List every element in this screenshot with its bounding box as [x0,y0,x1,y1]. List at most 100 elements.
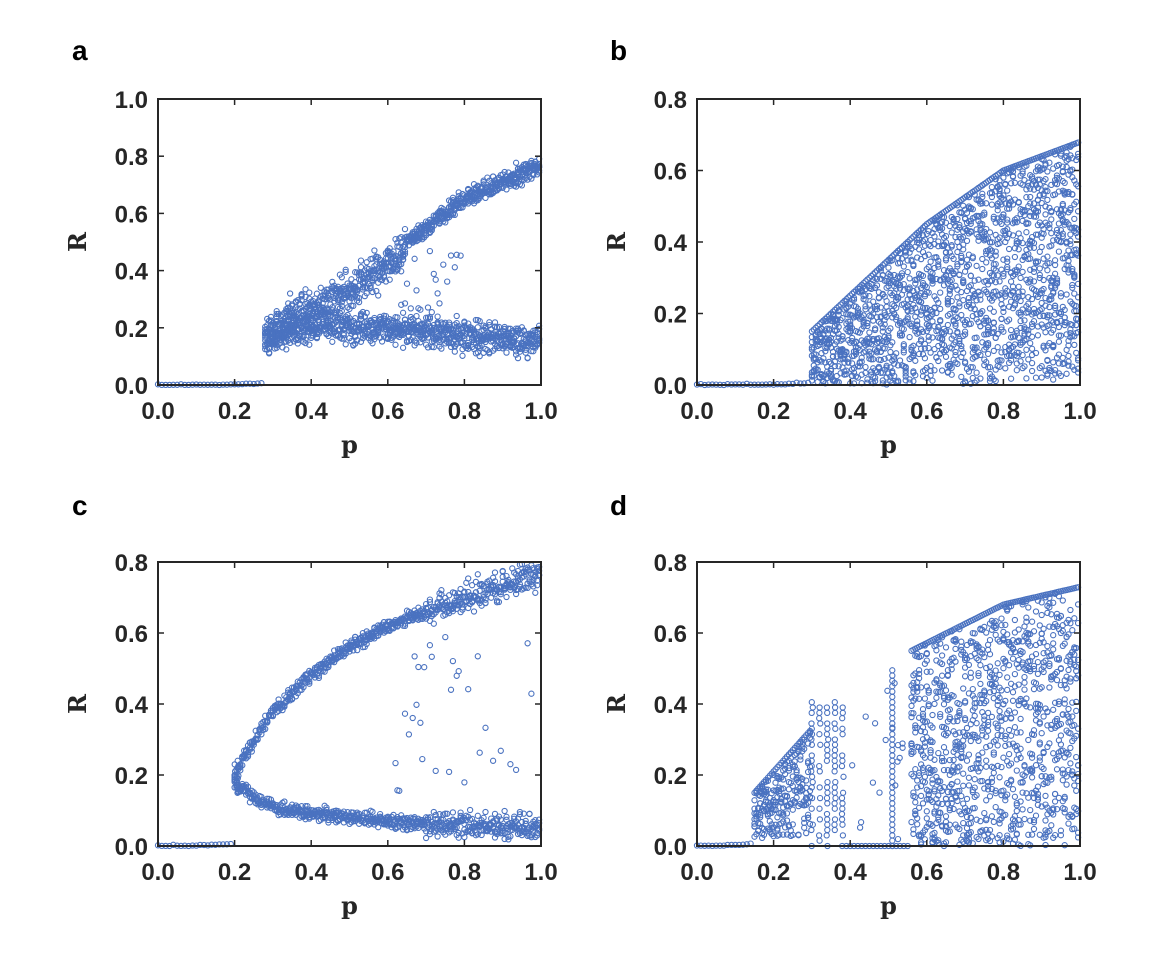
data-point [885,264,892,271]
y-tick-label: 0.4 [115,259,149,286]
data-point [497,747,504,754]
data-point [306,341,313,348]
data-point [392,255,399,262]
data-point [466,806,474,814]
data-point [413,312,420,320]
data-point [338,274,345,281]
data-point [434,833,441,840]
data-point [958,288,965,296]
data-point [973,262,980,270]
x-axis-label: p [341,430,358,459]
panel-letter: b [610,35,627,66]
data-point [417,719,424,726]
data-point [283,346,290,353]
y-tick-label: 0.6 [654,159,687,186]
data-point [1044,267,1051,274]
data-point [265,349,273,356]
data-point [428,653,435,660]
data-point [994,344,1001,351]
data-point [386,245,393,252]
scatter-points [154,560,543,850]
data-point [254,380,261,387]
data-point [465,686,472,693]
data-point [428,309,435,316]
data-point [342,341,349,348]
data-point [1023,229,1030,236]
data-point [421,335,428,342]
data-point [369,288,376,296]
data-point [354,337,361,344]
data-point [411,653,418,660]
data-point [944,321,952,329]
data-point [413,287,420,294]
data-point [445,768,453,776]
data-point [1057,290,1065,297]
data-point [373,256,380,263]
data-point [1023,375,1030,382]
data-point [331,298,338,305]
x-tick-label: 0.8 [448,398,481,425]
data-point [1063,291,1070,298]
data-point [912,357,919,364]
data-point [401,710,409,717]
data-point [340,330,347,337]
data-point [937,289,944,296]
data-point [1028,333,1036,340]
data-point [407,313,414,321]
data-point [482,599,489,607]
data-point [398,234,405,241]
data-point [447,686,455,693]
data-point [990,308,997,315]
data-point [432,276,439,283]
data-point [302,336,309,343]
data-point [960,297,967,304]
data-point [1044,168,1051,175]
data-point [384,255,391,262]
data-point [948,229,955,236]
data-point [491,569,499,576]
data-point [317,284,324,291]
data-point [958,311,965,319]
y-axis: 0.00.20.40.60.81.0 [115,87,541,400]
panel-letter: a [72,35,88,66]
x-tick-label: 0.4 [295,398,329,425]
data-point [424,334,432,341]
data-point [273,344,280,351]
data-point [979,190,986,197]
data-point [392,236,399,243]
scatter-points [154,155,543,389]
data-point [1011,179,1019,186]
data-point [417,306,424,313]
data-point [409,334,416,341]
data-point [998,315,1005,322]
data-point [447,252,455,259]
data-point [371,336,378,343]
data-point [1036,265,1043,272]
data-point [352,315,359,322]
y-tick-label: 1.0 [115,87,148,114]
data-point [409,714,416,722]
data-point [1032,374,1040,381]
data-point [1071,215,1078,223]
data-point [432,767,439,775]
data-point [246,380,254,387]
data-point [1048,216,1055,223]
data-point [449,809,457,816]
data-point [952,352,959,359]
data-point [1028,359,1036,367]
data-point [461,779,468,786]
data-point [442,633,449,641]
data-point [451,264,458,271]
data-point [419,755,426,763]
data-point [405,731,413,738]
data-point [1055,248,1063,255]
data-point [413,701,420,708]
data-point [929,377,936,384]
data-point [329,338,336,345]
data-point [421,320,428,327]
data-point [392,759,399,767]
data-point [392,341,399,348]
data-point [963,237,971,245]
